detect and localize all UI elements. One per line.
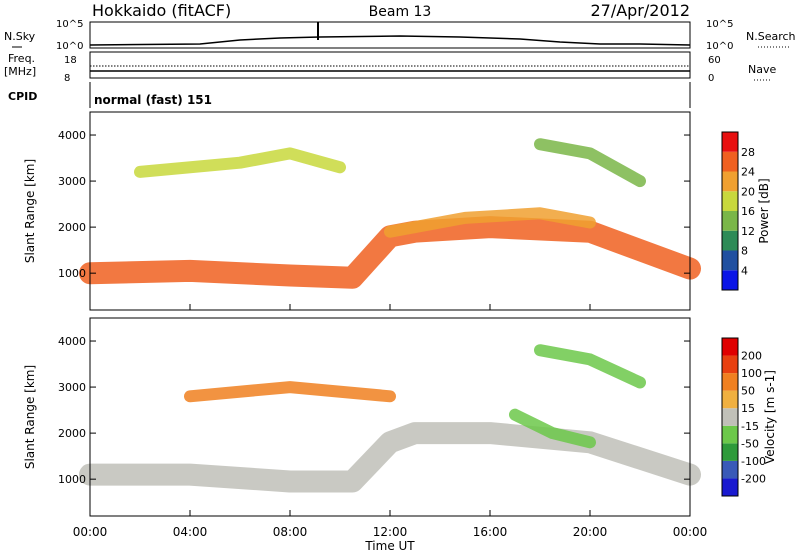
nsky-right-tick-bottom: 10^0 (706, 41, 733, 52)
colorbar-tick-label: 200 (741, 350, 762, 363)
x-tick-label: 00:00 (73, 525, 108, 539)
colorbar-cell (722, 425, 738, 444)
colorbar-cell (722, 338, 738, 356)
colorbar-cell (722, 373, 738, 391)
velocity-panel: 1000 2000 3000 4000 Slant Range [km] 200 100… (23, 317, 777, 517)
freq-unit: [MHz] (4, 65, 36, 78)
colorbar-cell (722, 460, 738, 479)
colorbar-cell (722, 151, 738, 172)
nsky-trace (89, 35, 691, 46)
nave-tick-bottom: 0 (708, 73, 714, 84)
velocity-y-axis: 1000 2000 3000 4000 (58, 335, 690, 486)
scatter-band (534, 344, 646, 389)
scatter-band (509, 408, 596, 449)
velocity-ylabel: Slant Range [km] (23, 365, 37, 469)
colorbar-cell (722, 191, 738, 211)
time-axis-label: Time UT (364, 539, 415, 553)
y-tick-label: 3000 (58, 175, 86, 188)
power-y-axis: 1000 2000 3000 4000 (58, 129, 690, 280)
nsky-frame (89, 21, 691, 49)
x-tick-label: 04:00 (173, 525, 208, 539)
colorbar-cell (722, 408, 738, 426)
nsky-tick-top: 10^5 (56, 19, 83, 30)
nsky-right-tick-top: 10^5 (706, 19, 733, 30)
colorbar-cell (722, 211, 738, 231)
x-tick-label: 12:00 (373, 525, 408, 539)
cpid-panel: CPID normal (fast) 151 (8, 82, 691, 108)
velocity-frame (89, 317, 691, 517)
colorbar-tick-label: 50 (741, 385, 755, 398)
date-title: 27/Apr/2012 (590, 1, 690, 20)
y-tick-label: 1000 (58, 267, 86, 280)
power-plot-area (79, 138, 701, 289)
nave-tick-top: 60 (708, 55, 721, 66)
y-tick-label: 4000 (58, 335, 86, 348)
freq-label: Freq. (8, 52, 35, 65)
nsky-panel: N.Sky 10^5 10^0 10^5 10^0 N.Search (4, 19, 796, 52)
colorbar-cell (722, 390, 738, 409)
colorbar-tick-label: 4 (741, 264, 748, 277)
colorbar-tick-label: 100 (741, 367, 762, 380)
x-tick-label: 08:00 (273, 525, 308, 539)
colorbar-tick-label: 12 (741, 225, 755, 238)
freq-panel: Freq. [MHz] 18 8 60 0 Nave (4, 51, 776, 84)
colorbar-tick-label: 24 (741, 166, 755, 179)
time-axis: 00:00 04:00 08:00 12:00 16:00 20:00 00:00 (73, 304, 708, 539)
beam-title: Beam 13 (369, 4, 432, 20)
scatter-band (184, 381, 396, 403)
power-cbar-label: Power [dB] (757, 178, 771, 243)
x-tick-label: 16:00 (473, 525, 508, 539)
colorbar-cell (722, 355, 738, 374)
colorbar-frame (721, 131, 739, 291)
colorbar-tick-label: -200 (741, 472, 766, 485)
nsearch-label: N.Search (746, 30, 796, 43)
x-tick-label: 20:00 (573, 525, 608, 539)
colorbar-tick-label: 20 (741, 185, 755, 198)
x-tick-label: 00:00 (673, 525, 708, 539)
scatter-band (384, 207, 596, 238)
velocity-colorbar: 200 100 50 15 -15 -50 -100 -200 (721, 337, 766, 497)
colorbar-cell (722, 250, 738, 271)
colorbar-frame (721, 337, 739, 497)
colorbar-cell (722, 171, 738, 192)
colorbar-cell (722, 478, 738, 496)
colorbar-tick-label: 15 (741, 402, 755, 415)
freq-tick-top: 18 (64, 55, 77, 66)
y-tick-label: 1000 (58, 473, 86, 486)
colorbar-cell (722, 270, 738, 290)
velocity-plot-area (79, 344, 701, 493)
colorbar-cell (722, 443, 738, 461)
power-colorbar: 4 8 12 16 20 24 28 (721, 131, 755, 291)
nave-label: Nave (748, 63, 776, 76)
colorbar-tick-label: 8 (741, 245, 748, 258)
y-tick-label: 2000 (58, 427, 86, 440)
station-title: Hokkaido (fitACF) (92, 1, 231, 20)
y-tick-label: 2000 (58, 221, 86, 234)
y-tick-label: 4000 (58, 129, 86, 142)
power-ylabel: Slant Range [km] (23, 159, 37, 263)
colorbar-tick-label: -15 (741, 420, 759, 433)
nsky-label: N.Sky (4, 30, 36, 43)
power-panel: 1000 2000 3000 4000 Slant Range [km] 4 8 12 16… (23, 111, 771, 311)
freq-tick-bottom: 8 (64, 73, 70, 84)
colorbar-tick-label: 28 (741, 146, 755, 159)
y-tick-label: 3000 (58, 381, 86, 394)
velocity-cbar-label: Velocity [m s-1] (763, 370, 777, 464)
colorbar-cell (722, 132, 738, 152)
scatter-band (534, 138, 646, 188)
colorbar-tick-label: -50 (741, 437, 759, 450)
cpid-label: CPID (8, 90, 37, 103)
scatter-band (79, 422, 701, 493)
colorbar-cell (722, 230, 738, 251)
nsky-tick-bottom: 10^0 (56, 41, 83, 52)
scatter-band (134, 147, 346, 178)
colorbar-tick-label: 16 (741, 205, 755, 218)
colorbar-tick-label: -100 (741, 455, 766, 468)
freq-frame (89, 51, 691, 79)
cpid-text: normal (fast) 151 (94, 93, 212, 107)
